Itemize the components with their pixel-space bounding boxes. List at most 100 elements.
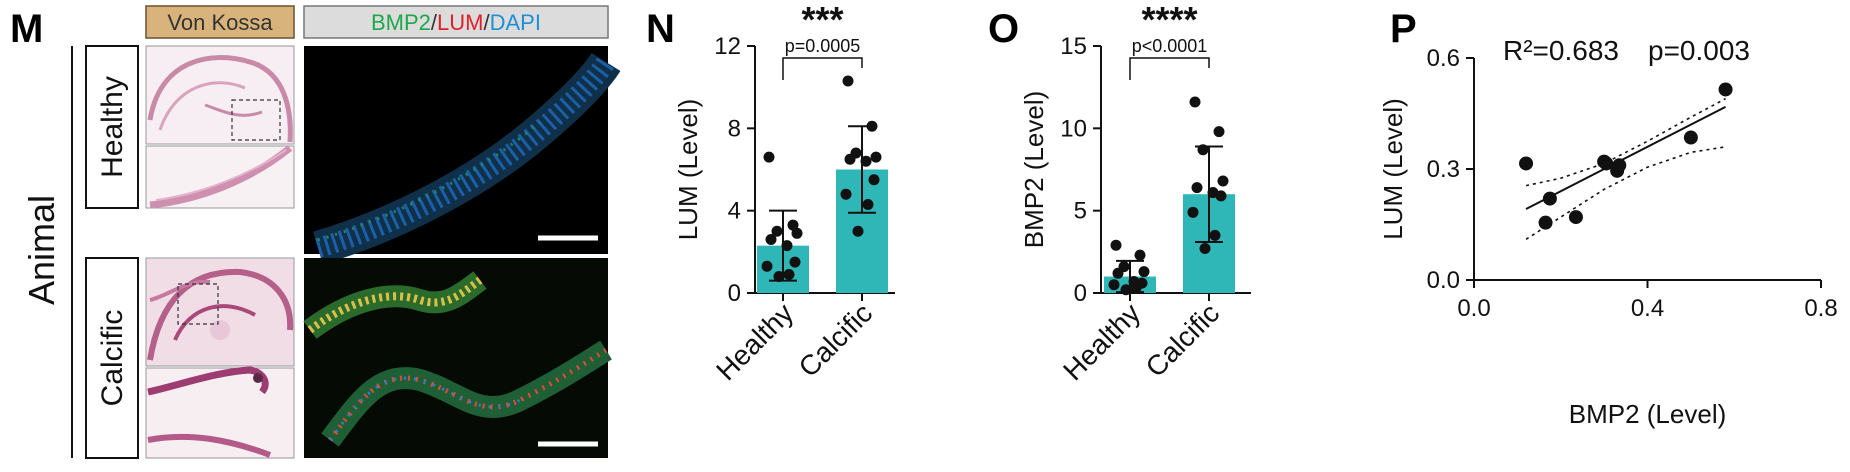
panel-letter-o: O: [988, 7, 1019, 51]
header-separator-2: /: [484, 10, 491, 35]
immunofluorescence-calcific-image: [303, 258, 612, 458]
data-point: [1197, 144, 1209, 156]
y-tick-label: 8: [728, 115, 741, 142]
data-point: [761, 260, 773, 272]
significance-stars: ****: [1141, 0, 1197, 40]
panel-letter-p: P: [1390, 7, 1417, 51]
p-value-label: p<0.0001: [1132, 36, 1208, 56]
y-tick-label: 0.6: [1427, 45, 1460, 72]
y-tick-label: 12: [714, 33, 741, 60]
data-point: [1215, 190, 1227, 202]
x-tick-label-healthy: Healthy: [710, 297, 799, 386]
data-point: [1612, 158, 1627, 173]
data-point: [1538, 215, 1553, 230]
y-tick-label: 0: [1074, 280, 1087, 307]
panel-letter-m: M: [10, 7, 43, 51]
significance-stars: ***: [801, 0, 843, 40]
row-label-healthy: Healthy: [96, 76, 129, 178]
data-point: [862, 198, 874, 210]
von-kossa-healthy-overview: [145, 45, 295, 145]
panel-p: P 0.0 0.3 0.6 0.0 0.4 0.8 BMP2 (Level) LUM (Lev…: [1378, 7, 1838, 429]
y-axis-label: LUM (Level): [673, 99, 703, 241]
data-point: [773, 271, 785, 283]
data-point: [1112, 267, 1124, 279]
data-point: [1138, 266, 1150, 278]
data-point: [860, 155, 872, 167]
x-tick-label: 0.0: [1457, 295, 1490, 322]
y-axis-label: BMP2 (Level): [1019, 91, 1049, 249]
data-point: [1718, 82, 1733, 97]
p-value-label: p=0.003: [1648, 35, 1750, 66]
data-point: [1187, 206, 1199, 218]
p-value-label: p=0.0005: [785, 36, 861, 56]
header-lum: LUM: [437, 10, 483, 35]
panel-letter-n: N: [646, 7, 675, 51]
data-point: [868, 174, 880, 186]
data-point: [1683, 130, 1698, 145]
x-tick-label-calcific: Calcific: [793, 297, 879, 383]
data-point: [1110, 239, 1122, 251]
y-tick-label: 5: [1074, 198, 1087, 225]
data-point: [1199, 243, 1211, 255]
chart-p: 0.0 0.3 0.6 0.0 0.4 0.8 BMP2 (Level) LUM (Level…: [1378, 35, 1838, 429]
x-tick-label-healthy: Healthy: [1057, 297, 1146, 386]
data-point: [791, 227, 803, 239]
data-point: [840, 188, 852, 200]
data-point: [783, 268, 795, 280]
row-label-box-calcific: [85, 257, 139, 459]
data-point: [852, 225, 864, 237]
header-separator-1: /: [431, 10, 438, 35]
data-point: [1542, 191, 1557, 206]
ci-upper: [1525, 97, 1726, 187]
data-point: [1599, 156, 1614, 171]
r-squared-label: R²=0.683: [1503, 35, 1619, 66]
data-point: [1519, 156, 1534, 171]
data-point: [1130, 282, 1142, 294]
data-point: [1217, 175, 1229, 187]
data-point: [1213, 126, 1225, 138]
group-label-animal: Animal: [21, 195, 62, 305]
immunofluorescence-header-box: [303, 5, 609, 39]
y-tick-label: 10: [1060, 115, 1087, 142]
data-point: [1568, 210, 1583, 225]
y-tick-label: 4: [728, 198, 741, 225]
data-point: [1209, 229, 1221, 241]
x-tick-label: 0.8: [1804, 295, 1837, 322]
x-tick-label: 0.4: [1631, 295, 1664, 322]
immunofluorescence-header: BMP2/LUM/DAPI: [371, 10, 541, 35]
data-point: [787, 219, 799, 231]
immunofluorescence-healthy-image: [304, 46, 621, 265]
von-kossa-calcific-overview: [145, 257, 295, 367]
data-point: [1108, 279, 1120, 291]
data-point: [763, 151, 775, 163]
data-point: [1191, 182, 1203, 194]
data-point: [1189, 96, 1201, 108]
data-point: [866, 120, 878, 132]
data-point: [842, 75, 854, 87]
data-point: [870, 151, 882, 163]
data-point: [771, 225, 783, 237]
y-tick-label: 0: [728, 280, 741, 307]
row-label-box-healthy: [85, 45, 139, 209]
y-tick-label: 15: [1060, 33, 1087, 60]
significance-bracket: [1129, 57, 1210, 80]
data-point: [789, 256, 801, 268]
header-dapi: DAPI: [490, 10, 541, 35]
significance-bracket: [782, 57, 863, 80]
von-kossa-calcific-zoom: [145, 366, 295, 459]
regression-line: [1525, 105, 1727, 210]
row-label-calcific: Calcific: [96, 310, 129, 407]
von-kossa-header-box: [145, 5, 295, 39]
data-point: [844, 153, 856, 165]
von-kossa-healthy-zoom: [145, 145, 295, 209]
y-tick-label: 0.0: [1427, 267, 1460, 294]
y-axis-label: LUM (Level): [1378, 98, 1408, 240]
data-point: [765, 233, 777, 245]
panel-m: M Animal Healthy Calcific Von Kossa BMP2…: [10, 5, 621, 459]
y-tick-label: 0.3: [1427, 156, 1460, 183]
